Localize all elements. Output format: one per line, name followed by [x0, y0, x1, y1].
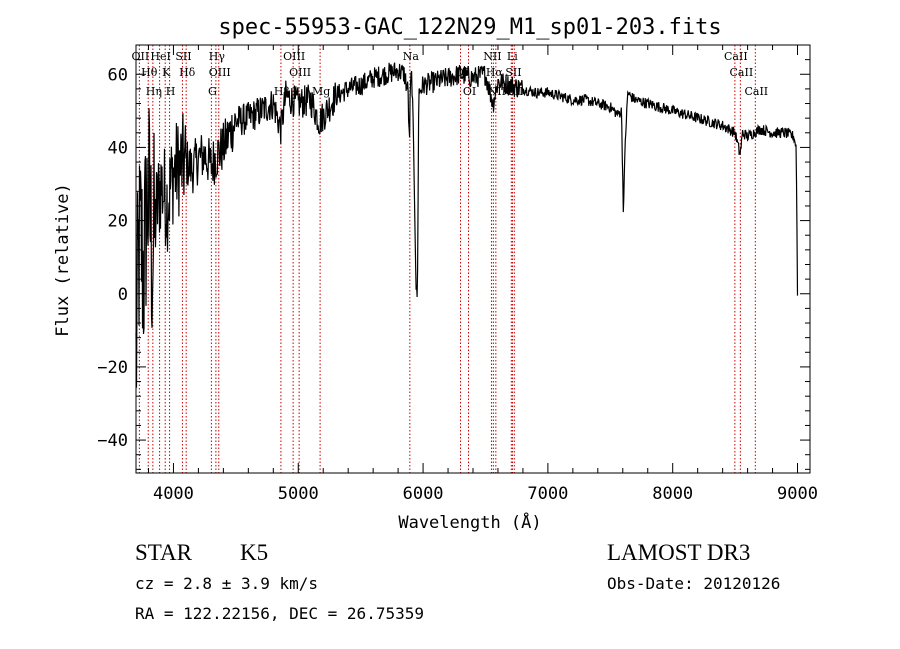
y-tick-label: −40	[97, 431, 128, 451]
object-subclass: K5	[240, 540, 269, 565]
spectral-line-label: OIII	[283, 50, 305, 63]
spectral-line-label: NII	[483, 50, 501, 63]
y-tick-label: −20	[97, 358, 128, 378]
x-axis-label: Wavelength (Å)	[398, 511, 541, 533]
x-axis-ticks: 4000 5000 6000 7000 8000 9000	[147, 45, 818, 504]
observation-date: Obs-Date: 20120126	[607, 574, 781, 593]
coordinates: RA = 122.22156, DEC = 26.75359	[135, 604, 424, 623]
spectral-line-label: HeI	[150, 50, 170, 63]
spectral-line-label: OIII	[289, 66, 311, 79]
spectral-line-label: Hη	[146, 85, 162, 98]
survey-name: LAMOST DR3	[607, 540, 751, 565]
x-tick-label: 8000	[652, 484, 693, 504]
spectral-line-label: SII	[505, 66, 521, 79]
spectral-line-label: Na	[403, 50, 420, 63]
spectral-line-label: Hθ	[141, 66, 158, 79]
spectral-line-label: Hα	[486, 66, 504, 79]
x-tick-label: 9000	[777, 484, 818, 504]
x-tick-label: 6000	[403, 484, 444, 504]
spectral-line-label: K	[162, 66, 171, 79]
spectral-line-label: SII	[175, 50, 191, 63]
spectral-line-label: Hδ	[179, 66, 196, 79]
spectral-line-label: OII	[132, 50, 150, 63]
spectral-line-label: CaII	[744, 85, 768, 98]
y-tick-label: 20	[108, 212, 128, 232]
spectral-line-label: CaII	[730, 66, 754, 79]
plot-frame	[135, 44, 811, 474]
y-tick-label: 40	[108, 138, 128, 158]
y-tick-label: 0	[118, 285, 128, 305]
object-class: STAR	[135, 540, 192, 565]
spectral-line-label: Li	[507, 50, 518, 63]
spectral-line-label: H	[166, 85, 176, 98]
redshift-value: cz = 2.8 ± 3.9 km/s	[135, 574, 319, 593]
spectral-line-label: G	[208, 85, 217, 98]
y-axis-ticks: −40 −20 0 20 40 60	[97, 44, 810, 470]
x-tick-label: 5000	[278, 484, 319, 504]
spectral-line-label: Mg	[312, 85, 330, 98]
x-tick-label: 7000	[527, 484, 568, 504]
y-axis-label: Flux (relative)	[53, 183, 73, 337]
spectral-line-label: OIII	[209, 66, 231, 79]
spectral-line-label: Hγ	[209, 50, 226, 63]
spectral-line-label: CaII	[724, 50, 748, 63]
y-tick-label: 60	[108, 65, 128, 85]
chart-title: spec-55953-GAC_122N29_M1_sp01-203.fits	[218, 15, 721, 40]
spectrum-trace	[135, 62, 799, 388]
spectral-line-label: OI	[463, 85, 476, 98]
x-tick-label: 4000	[153, 484, 194, 504]
